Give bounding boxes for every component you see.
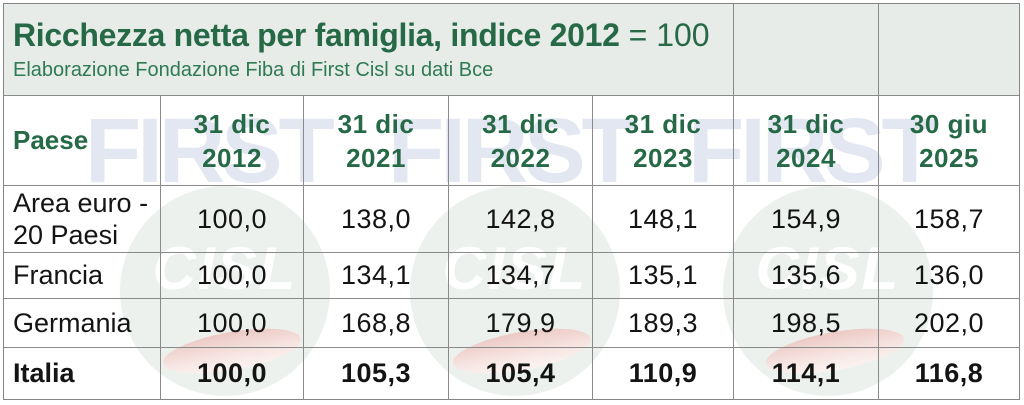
header-line: 2012 xyxy=(202,142,262,173)
table-value: 114,1 xyxy=(734,348,879,399)
row-label-francia: Francia xyxy=(4,253,161,299)
data-table: Ricchezza netta per famiglia, indice 201… xyxy=(3,3,1020,400)
table-value: 100,0 xyxy=(161,253,304,299)
table-value: 135,1 xyxy=(593,253,734,299)
table-value: 202,0 xyxy=(879,299,1019,348)
table-value: 105,4 xyxy=(449,348,593,399)
cisl-logo-icon: CISL xyxy=(723,186,933,396)
header-line: 31 dic xyxy=(624,108,702,139)
column-header-2025: 30 giu 2025 xyxy=(879,96,1019,186)
table-value: 179,9 xyxy=(449,299,593,348)
table-value: 110,9 xyxy=(593,348,734,399)
title-spacer-cell xyxy=(734,4,879,96)
header-line: 31 dic xyxy=(482,108,559,139)
table-value: 138,0 xyxy=(304,186,449,253)
column-header-2024: 31 dic 2024 xyxy=(734,96,879,186)
table-value: 100,0 xyxy=(161,186,304,253)
column-header-paese: Paese xyxy=(4,96,161,186)
table-value: 116,8 xyxy=(914,358,984,388)
table-value: 134,1 xyxy=(304,253,449,299)
table-value: 158,7 xyxy=(879,186,1019,253)
cisl-logo-letters: CISL xyxy=(442,235,588,302)
cisl-logo-letters: CISL xyxy=(755,235,901,302)
cisl-logo-icon: CISL xyxy=(120,186,330,396)
title-index-value: = 100 xyxy=(628,17,710,53)
cisl-logo-icon: CISL xyxy=(410,186,620,396)
header-line: 2022 xyxy=(490,142,551,173)
column-header-2021: 31 dic 2021 xyxy=(304,96,449,186)
title-spacer-cell xyxy=(879,4,1019,96)
cisl-logo-letters: CISL xyxy=(152,235,298,302)
table-value: 142,8 xyxy=(449,186,593,253)
title-text: Ricchezza netta per famiglia, indice 201… xyxy=(13,17,620,53)
table-value: 105,3 xyxy=(304,348,449,399)
header-line: 2024 xyxy=(776,142,836,173)
table-value: 134,7 xyxy=(449,253,593,299)
table-value: 100,0 xyxy=(161,348,304,399)
table-value: 135,6 xyxy=(734,253,879,299)
table-title-cell: Ricchezza netta per famiglia, indice 201… xyxy=(4,4,734,96)
first-watermark-text: FIRST xyxy=(85,100,335,202)
row-label-italia: Italia xyxy=(4,348,161,399)
header-line: 30 giu xyxy=(909,108,989,139)
first-watermark-text: FIRST xyxy=(688,100,938,202)
header-line: 31 dic xyxy=(193,108,271,139)
table-value: 154,9 xyxy=(734,186,879,253)
header-line: 2021 xyxy=(346,142,406,173)
table-value: 148,1 xyxy=(593,186,734,253)
header-line: 31 dic xyxy=(767,108,845,139)
column-header-2023: 31 dic 2023 xyxy=(593,96,734,186)
row-label-area-euro: Area euro - 20 Paesi xyxy=(4,186,161,253)
table-value: 100,0 xyxy=(161,299,304,348)
header-line: 2023 xyxy=(633,142,693,173)
header-line: 2025 xyxy=(919,142,979,173)
table-value: 198,5 xyxy=(734,299,879,348)
page-title: Ricchezza netta per famiglia, indice 201… xyxy=(13,17,733,54)
row-label-germania: Germania xyxy=(4,299,161,348)
source-note: Elaborazione Fondazione Fiba di First Ci… xyxy=(13,59,494,81)
table-value: 189,3 xyxy=(593,299,734,348)
column-header-2022: 31 dic 2022 xyxy=(449,96,593,186)
table-value: 168,8 xyxy=(304,299,449,348)
table-value: 136,0 xyxy=(879,253,1019,299)
first-watermark-text: FIRST xyxy=(388,100,638,202)
header-line: 31 dic xyxy=(337,108,415,139)
column-header-2012: 31 dic 2012 xyxy=(161,96,304,186)
